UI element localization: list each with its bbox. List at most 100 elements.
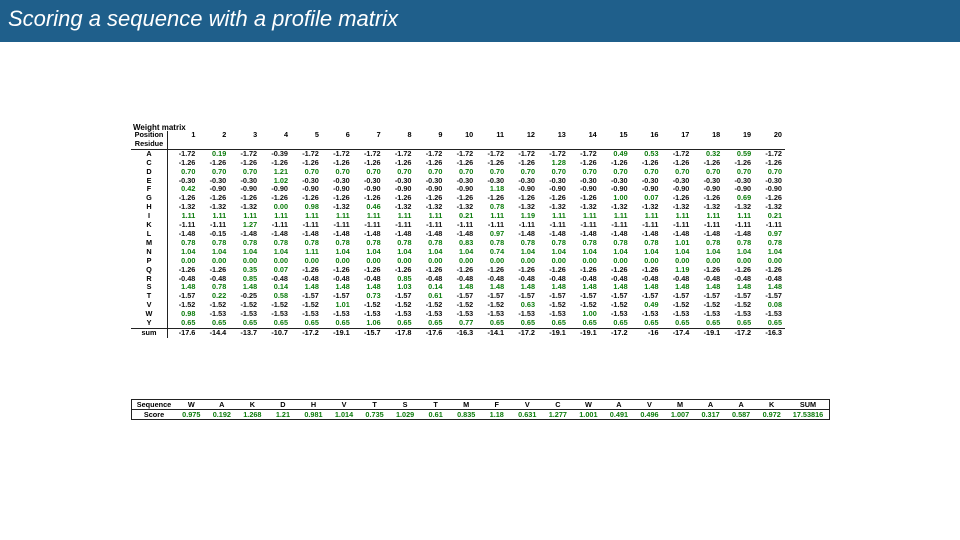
matrix-cell: 1.11 bbox=[366, 212, 381, 221]
matrix-cell: 0.00 bbox=[304, 256, 319, 265]
matrix-cell: -1.53 bbox=[610, 310, 628, 319]
matrix-cell: 1.01 bbox=[675, 238, 690, 247]
matrix-cell: -1.48 bbox=[549, 229, 566, 238]
matrix-cell: 0.58 bbox=[273, 292, 288, 301]
position-header-2: 2 bbox=[222, 131, 227, 139]
position-header-19: 19 bbox=[743, 131, 752, 139]
matrix-cell: -0.48 bbox=[456, 274, 474, 283]
sequence-residue-14: W bbox=[573, 399, 604, 410]
position-header-1: 1 bbox=[191, 131, 196, 139]
matrix-cell: 0.78 bbox=[582, 238, 597, 247]
matrix-cell: -1.26 bbox=[765, 158, 782, 167]
residue-label-E: E bbox=[131, 176, 168, 186]
score-cell-7: 0.735 bbox=[365, 410, 384, 419]
sum-cell-13: -19.1 bbox=[538, 327, 569, 338]
matrix-cell: -0.48 bbox=[363, 274, 381, 283]
matrix-cell: -1.72 bbox=[672, 149, 690, 158]
position-header-10: 10 bbox=[465, 131, 474, 139]
matrix-cell: -0.30 bbox=[518, 176, 535, 185]
matrix-cell: -1.26 bbox=[703, 194, 721, 203]
matrix-cell: -1.57 bbox=[487, 292, 505, 301]
matrix-cell: -1.53 bbox=[672, 310, 690, 319]
matrix-cell: 0.65 bbox=[428, 319, 443, 328]
position-header-4: 4 bbox=[283, 131, 288, 139]
matrix-cell: -1.53 bbox=[518, 310, 535, 319]
matrix-cell: 0.65 bbox=[489, 319, 505, 328]
matrix-row-F: F 0.42 -0.90 -0.90 -0.90 -0.90 -0.90 -0.90 -0.90… bbox=[131, 185, 785, 195]
residue-label-M: M bbox=[131, 238, 168, 248]
matrix-cell: -1.57 bbox=[394, 292, 412, 301]
matrix-cell: 0.21 bbox=[767, 212, 782, 221]
matrix-cell: -0.48 bbox=[672, 274, 690, 283]
matrix-cell: 0.00 bbox=[736, 256, 752, 265]
matrix-cell: 0.70 bbox=[613, 167, 628, 176]
score-label: Score bbox=[143, 410, 165, 419]
matrix-cell: 0.78 bbox=[520, 238, 535, 247]
matrix-cell: 1.11 bbox=[644, 212, 659, 221]
matrix-cell: -1.11 bbox=[487, 221, 505, 230]
position-header-14: 14 bbox=[588, 131, 597, 139]
matrix-cell: -1.26 bbox=[580, 265, 597, 274]
residue-label-R: R bbox=[131, 274, 168, 284]
matrix-cell: 0.78 bbox=[428, 238, 443, 247]
matrix-cell: -1.26 bbox=[610, 265, 628, 274]
matrix-cell: -1.26 bbox=[178, 158, 196, 167]
matrix-cell: 0.78 bbox=[767, 238, 782, 247]
matrix-cell: 0.70 bbox=[767, 167, 782, 176]
matrix-cell: -1.26 bbox=[487, 158, 505, 167]
matrix-cell: -1.26 bbox=[209, 265, 227, 274]
score-cell-5: 0.981 bbox=[304, 410, 323, 419]
matrix-cell: 1.11 bbox=[181, 212, 196, 221]
matrix-cell: -1.52 bbox=[394, 301, 412, 310]
matrix-cell: -0.90 bbox=[734, 185, 752, 194]
matrix-cell: 0.70 bbox=[582, 167, 597, 176]
sum-cell-12: -17.2 bbox=[507, 327, 538, 338]
matrix-cell: -1.26 bbox=[765, 194, 782, 203]
matrix-cell: -0.90 bbox=[302, 185, 319, 194]
matrix-cell: 0.70 bbox=[366, 167, 381, 176]
matrix-cell: -1.11 bbox=[765, 221, 782, 230]
matrix-cell: 1.06 bbox=[366, 319, 381, 328]
matrix-cell: -1.53 bbox=[271, 310, 288, 319]
matrix-cell: 0.70 bbox=[459, 167, 474, 176]
matrix-cell: -1.11 bbox=[704, 221, 721, 230]
matrix-cell: -1.72 bbox=[518, 149, 535, 158]
matrix-cell: 0.00 bbox=[675, 256, 690, 265]
sequence-residue-6: V bbox=[328, 399, 360, 410]
matrix-cell: 1.11 bbox=[490, 212, 505, 221]
matrix-cell: 0.78 bbox=[706, 238, 721, 247]
matrix-cell: -1.72 bbox=[240, 149, 258, 158]
matrix-cell: -0.90 bbox=[394, 185, 412, 194]
residue-label-V: V bbox=[131, 301, 168, 311]
matrix-cell: -1.26 bbox=[734, 158, 752, 167]
matrix-cell: -1.26 bbox=[178, 194, 196, 203]
matrix-cell: -0.48 bbox=[302, 274, 319, 283]
matrix-cell: -1.57 bbox=[302, 292, 319, 301]
matrix-cell: 0.65 bbox=[675, 319, 690, 328]
matrix-cell: 0.65 bbox=[644, 319, 659, 328]
matrix-cell: 1.11 bbox=[335, 212, 350, 221]
matrix-cell: -1.57 bbox=[580, 292, 597, 301]
matrix-cell: -1.52 bbox=[271, 301, 288, 310]
matrix-cell: -1.32 bbox=[394, 203, 412, 212]
score-cell-12: 0.631 bbox=[518, 410, 537, 419]
matrix-cell: -1.26 bbox=[302, 265, 319, 274]
matrix-cell: -1.11 bbox=[734, 221, 752, 230]
matrix-cell: 1.03 bbox=[397, 283, 412, 292]
matrix-cell: 0.65 bbox=[397, 319, 412, 328]
slide-title: Scoring a sequence with a profile matrix bbox=[8, 6, 399, 31]
matrix-row-H: H -1.32 -1.32 -1.32 0.00 0.98 -1.32 0.46 -1.32 -1… bbox=[131, 203, 785, 213]
sum-cell-10: -16.3 bbox=[445, 327, 477, 338]
position-header-3: 3 bbox=[253, 131, 258, 139]
matrix-cell: 0.21 bbox=[459, 212, 474, 221]
matrix-cell: -1.53 bbox=[734, 310, 752, 319]
matrix-cell: -1.53 bbox=[425, 310, 443, 319]
score-cell-13: 1.277 bbox=[548, 410, 567, 419]
matrix-cell: 1.11 bbox=[582, 212, 597, 221]
matrix-cell: 0.14 bbox=[428, 283, 443, 292]
matrix-row-L: L -1.48 -0.15 -1.48 -1.48 -1.48 -1.48 -1.48 -1.4… bbox=[131, 229, 785, 239]
matrix-cell: -1.26 bbox=[487, 194, 505, 203]
matrix-cell: -0.48 bbox=[178, 274, 196, 283]
matrix-cell: -1.26 bbox=[333, 194, 350, 203]
position-header-row: Position 1 2 3 4 5 6 7 8 9 10 11 12 13 14 15 16 17 18 19 20 bbox=[131, 131, 785, 140]
